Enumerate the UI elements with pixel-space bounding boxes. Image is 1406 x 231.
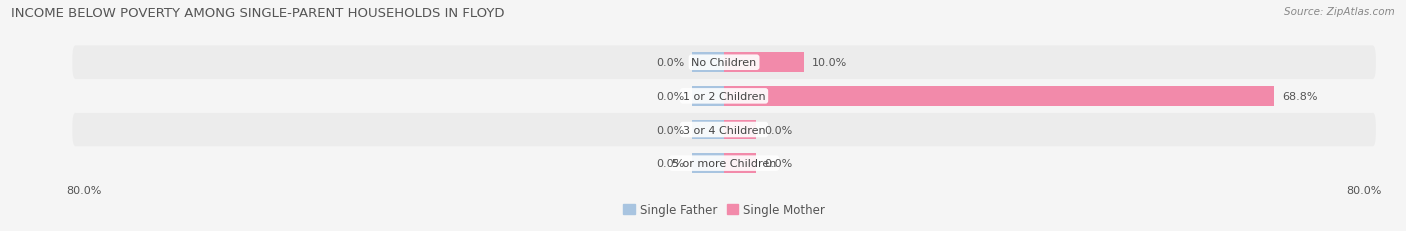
Text: INCOME BELOW POVERTY AMONG SINGLE-PARENT HOUSEHOLDS IN FLOYD: INCOME BELOW POVERTY AMONG SINGLE-PARENT… [11,7,505,20]
Text: Source: ZipAtlas.com: Source: ZipAtlas.com [1284,7,1395,17]
Bar [724,53,804,73]
Text: 0.0%: 0.0% [655,158,685,168]
FancyBboxPatch shape [72,46,1376,80]
Text: 0.0%: 0.0% [655,125,685,135]
Text: 0.0%: 0.0% [763,125,793,135]
Bar [692,53,724,73]
Bar [692,87,724,106]
Text: 0.0%: 0.0% [655,91,685,101]
Text: 5 or more Children: 5 or more Children [672,158,776,168]
Bar [692,120,724,140]
Text: 68.8%: 68.8% [1282,91,1317,101]
Text: 1 or 2 Children: 1 or 2 Children [683,91,765,101]
Text: 10.0%: 10.0% [813,58,848,68]
Text: 0.0%: 0.0% [763,158,793,168]
FancyBboxPatch shape [72,147,1376,180]
FancyBboxPatch shape [72,113,1376,147]
Legend: Single Father, Single Mother: Single Father, Single Mother [619,199,830,221]
FancyBboxPatch shape [72,80,1376,113]
Bar [724,120,756,140]
Text: 0.0%: 0.0% [655,58,685,68]
Text: 3 or 4 Children: 3 or 4 Children [683,125,765,135]
Bar [724,154,756,173]
Bar [724,87,1274,106]
Text: No Children: No Children [692,58,756,68]
Bar [692,154,724,173]
